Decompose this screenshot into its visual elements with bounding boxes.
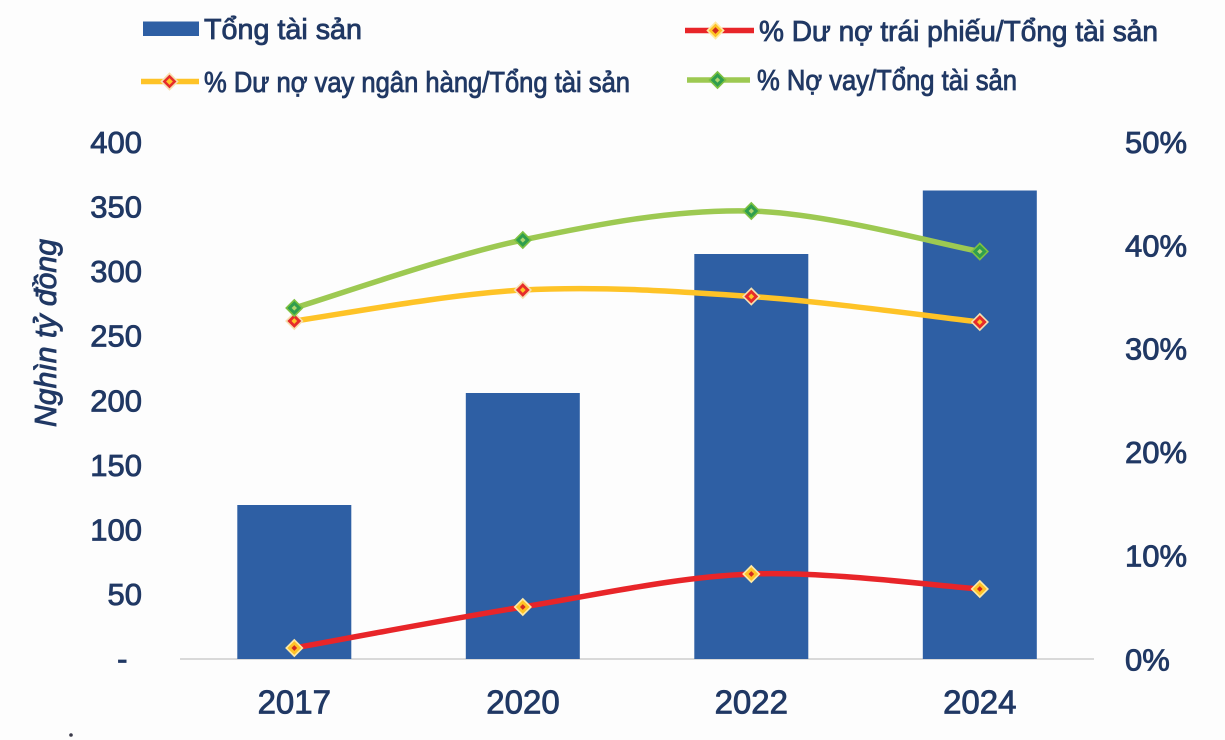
svg-text:10%: 10%	[1125, 538, 1187, 573]
svg-text:% Nợ vay/Tổng tài sản: % Nợ vay/Tổng tài sản	[757, 65, 1017, 97]
svg-text:150: 150	[90, 448, 142, 483]
svg-text:2020: 2020	[486, 684, 559, 721]
svg-text:400: 400	[90, 125, 142, 160]
svg-text:% Dư nợ vay ngân hàng/Tổng tài: % Dư nợ vay ngân hàng/Tổng tài sản	[204, 67, 630, 99]
svg-text:50%: 50%	[1125, 125, 1187, 160]
svg-text:Tổng tài sản: Tổng tài sản	[204, 14, 362, 46]
svg-text:350: 350	[90, 190, 142, 225]
svg-text:Nghìn tỷ đồng: Nghìn tỷ đồng	[28, 239, 63, 427]
svg-text:2017: 2017	[258, 684, 331, 721]
svg-text:2024: 2024	[943, 684, 1016, 721]
svg-text:-: -	[117, 642, 127, 677]
svg-text:% Dư nợ trái phiếu/Tổng tài sả: % Dư nợ trái phiếu/Tổng tài sản	[759, 16, 1158, 48]
svg-text:0%: 0%	[1125, 643, 1170, 678]
svg-text:250: 250	[90, 319, 142, 354]
svg-text:30%: 30%	[1125, 332, 1187, 367]
svg-text:2022: 2022	[715, 684, 788, 721]
svg-text:40%: 40%	[1125, 228, 1187, 263]
svg-text:100: 100	[90, 512, 142, 547]
svg-text:50: 50	[108, 577, 142, 612]
svg-text:20%: 20%	[1125, 435, 1187, 470]
svg-text:300: 300	[90, 254, 142, 289]
svg-text:200: 200	[90, 383, 142, 418]
